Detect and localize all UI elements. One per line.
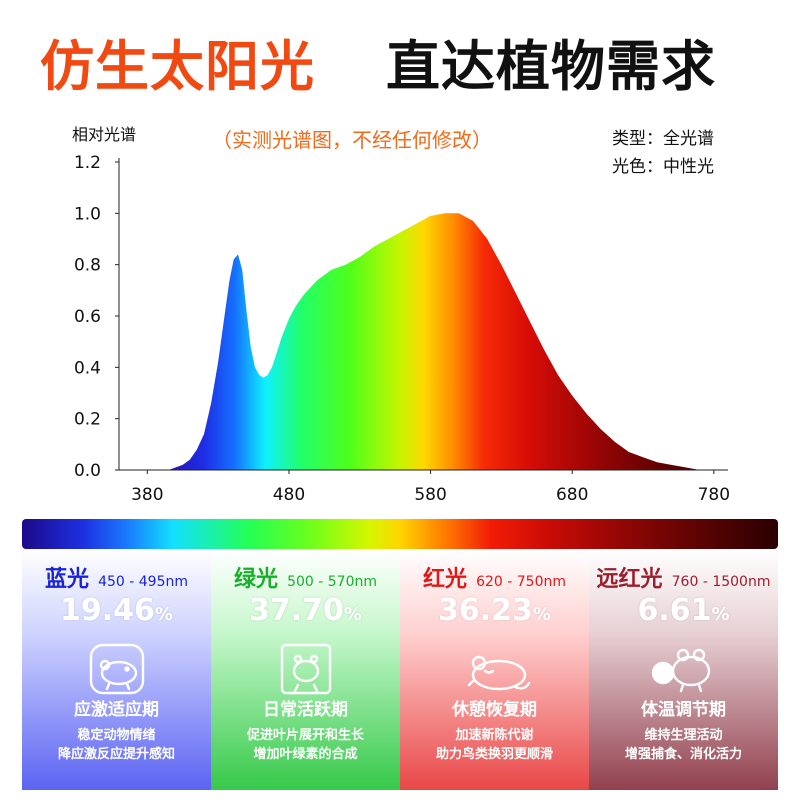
- band-stage: 应激适应期: [74, 700, 159, 720]
- band-percent: 6.61%: [589, 593, 778, 628]
- band-desc-1: 稳定动物情绪: [77, 728, 156, 743]
- percent-sign: %: [711, 604, 730, 625]
- band-percent: 19.46%: [22, 593, 211, 628]
- hamster-in-frame-icon: [280, 643, 331, 695]
- band-range: 620 - 750nm: [476, 574, 566, 590]
- spectrum-area: [147, 213, 714, 471]
- band-desc-2: 助力鸟类换羽更顺滑: [435, 747, 553, 762]
- band-header: 蓝光 450 - 495nm: [22, 561, 211, 593]
- band-header: 绿光 500 - 570nm: [211, 561, 400, 593]
- y-axis-label: 相对光谱: [72, 125, 136, 144]
- y-tick-label: 1.0: [74, 204, 101, 224]
- band-name: 蓝光: [44, 567, 89, 592]
- x-tick-label: 680: [556, 485, 588, 505]
- percent-sign: %: [343, 604, 362, 625]
- y-tick-label: 0.6: [74, 307, 101, 327]
- band-desc-1: 维持生理活动: [644, 728, 723, 743]
- headline: 仿生太阳光 直达植物需求: [0, 18, 800, 98]
- band-panel-blue: 蓝光 450 - 495nm 19.46% 应激适应期 稳定动物情绪 降应激反应…: [22, 549, 211, 790]
- band-stage: 日常活跃期: [263, 700, 348, 720]
- band-percent: 37.70%: [211, 593, 400, 628]
- band-header: 红光 620 - 750nm: [400, 561, 589, 593]
- band-stage: 体温调节期: [641, 700, 726, 720]
- band-range: 760 - 1500nm: [671, 574, 771, 590]
- band-desc-2: 增加叶绿素的合成: [253, 747, 358, 762]
- band-range: 500 - 570nm: [287, 574, 377, 590]
- hamster-with-ball-icon: [651, 648, 710, 693]
- band-panel-green: 绿光 500 - 570nm 37.70% 日常活跃期 促进叶片展开和生长 增加…: [211, 549, 400, 790]
- band-desc-2: 降应激反应提升感知: [57, 747, 175, 762]
- band-stage: 休憩恢复期: [452, 700, 537, 720]
- type-label: 类型：全光谱: [612, 129, 714, 149]
- band-panels: 蓝光 450 - 495nm 19.46% 应激适应期 稳定动物情绪 降应激反应…: [22, 549, 778, 790]
- percent-sign: %: [154, 604, 173, 625]
- headline-right: 直达植物需求: [386, 35, 716, 98]
- band-percent-value: 19.46: [60, 593, 155, 628]
- band-panel-red: 红光 620 - 750nm 36.23% 休憩恢复期 加速新陈代谢 助力鸟类换…: [400, 549, 589, 790]
- band-percent-value: 37.70: [249, 593, 344, 628]
- sleeping-mouse-icon: [467, 655, 530, 691]
- band-desc-2: 增强捕食、消化活力: [624, 747, 742, 762]
- spectrum-chart: 0.0 0.2 0.4 0.6 0.8 1.0 1.2 380 480 580 680 780 相对光谱…: [0, 110, 800, 510]
- y-tick-label: 0.8: [74, 256, 101, 276]
- band-name: 绿光: [233, 567, 278, 592]
- x-tick-label: 780: [698, 485, 730, 505]
- band-desc-1: 促进叶片展开和生长: [246, 728, 364, 743]
- band-percent-value: 36.23: [438, 593, 533, 628]
- x-tick-label: 480: [273, 485, 305, 505]
- band-header: 远红光 760 - 1500nm: [589, 561, 778, 593]
- band-desc-1: 加速新陈代谢: [455, 728, 534, 743]
- spectrum-color-bar: [22, 519, 778, 549]
- color-label: 光色：中性光: [612, 157, 714, 177]
- percent-sign: %: [532, 604, 551, 625]
- y-tick-label: 1.2: [74, 153, 101, 173]
- band-name: 红光: [422, 567, 467, 592]
- band-range: 450 - 495nm: [98, 574, 188, 590]
- x-tick-label: 380: [131, 485, 163, 505]
- hamster-icon: [89, 643, 144, 695]
- headline-left: 仿生太阳光: [40, 35, 315, 98]
- y-tick-label: 0.0: [74, 461, 101, 481]
- plot-area: 0.0 0.2 0.4 0.6 0.8 1.0 1.2 380 480 580 680 780 相对光谱: [72, 125, 730, 505]
- y-tick-label: 0.4: [74, 358, 101, 378]
- band-panel-far-red: 远红光 760 - 1500nm 6.61% 体温调节期 维持生理活动 增强捕食…: [589, 549, 778, 790]
- band-name: 远红光: [596, 567, 663, 592]
- chart-subtitle: （实测光谱图，不经任何修改）: [212, 128, 492, 152]
- x-tick-label: 580: [414, 485, 446, 505]
- spectrum-svg: 0.0 0.2 0.4 0.6 0.8 1.0 1.2 380 480 580 680 780 相对光谱: [72, 125, 730, 505]
- y-tick-label: 0.2: [74, 410, 101, 430]
- band-percent-value: 6.61: [637, 593, 712, 628]
- band-percent: 36.23%: [400, 593, 589, 628]
